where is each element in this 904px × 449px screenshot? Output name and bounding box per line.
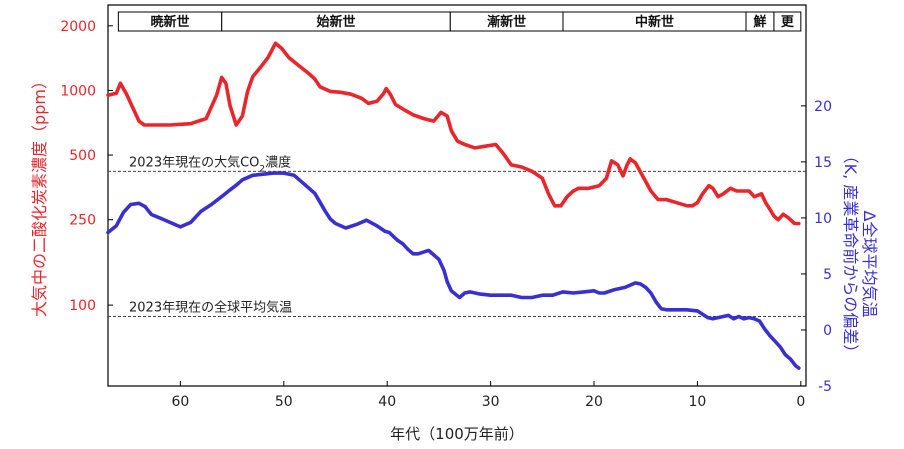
reference-line-label: 2023年現在の全球平均気温 [129, 300, 292, 316]
epoch-label: 始新世 [317, 14, 356, 30]
left-tick-label: 2000 [60, 19, 96, 35]
right-axis-title-line2: （K, 産業革命前からの偏差） [841, 148, 860, 361]
reference-label-text: 2023年現在の大気CO [129, 154, 259, 170]
right-axis-title-line1: Δ全球平均気温 [860, 211, 879, 318]
plot-area-frame [107, 4, 807, 387]
epoch-label: 更 [781, 15, 795, 30]
epoch-bar: 暁新世 始新世 漸新世 中新世 鮮更 [117, 11, 802, 32]
epoch-label: 中新世 [635, 14, 674, 30]
right-tick-label: 0 [823, 323, 832, 339]
left-tick-label: 100 [69, 298, 96, 314]
epoch-label: 鮮 [753, 14, 766, 30]
x-tick-label: 20 [585, 394, 603, 410]
x-tick-label: 40 [378, 394, 396, 410]
left-tick-label: 1000 [60, 83, 96, 99]
epoch-label: 漸新世 [487, 14, 526, 30]
right-tick-label: -5 [818, 379, 832, 395]
epoch-label: 暁新世 [151, 14, 190, 30]
right-tick-label: 5 [823, 267, 832, 283]
left-axis-title: 大気中の二酸化炭素濃度（ppm） [30, 73, 49, 317]
x-tick-label: 60 [171, 394, 189, 410]
reference-label-text: 2023年現在の全球平均気温 [129, 300, 292, 316]
reference-lines: 2023年現在の大気CO2濃度 2023年現在の全球平均気温 [108, 154, 806, 318]
series-lines [106, 41, 801, 370]
co2-line [106, 41, 801, 226]
temperature-line [106, 171, 801, 370]
reference-line-label: 2023年現在の大気CO2濃度 [129, 154, 291, 174]
left-tick-label: 250 [69, 213, 96, 229]
epoch-cell [773, 11, 802, 32]
x-axis-title: 年代（100万年前） [390, 425, 524, 443]
x-tick-label: 10 [689, 394, 707, 410]
right-tick-label: 20 [814, 99, 832, 115]
right-tick-label: 15 [814, 155, 832, 171]
reference-label-subscript: 2 [259, 164, 265, 174]
reference-label-suffix: 濃度 [265, 154, 291, 170]
x-tick-label: 30 [482, 394, 500, 410]
left-tick-label: 500 [69, 148, 96, 164]
right-tick-label: 10 [814, 211, 832, 227]
x-tick-label: 50 [275, 394, 293, 410]
x-tick-label: 0 [796, 394, 805, 410]
